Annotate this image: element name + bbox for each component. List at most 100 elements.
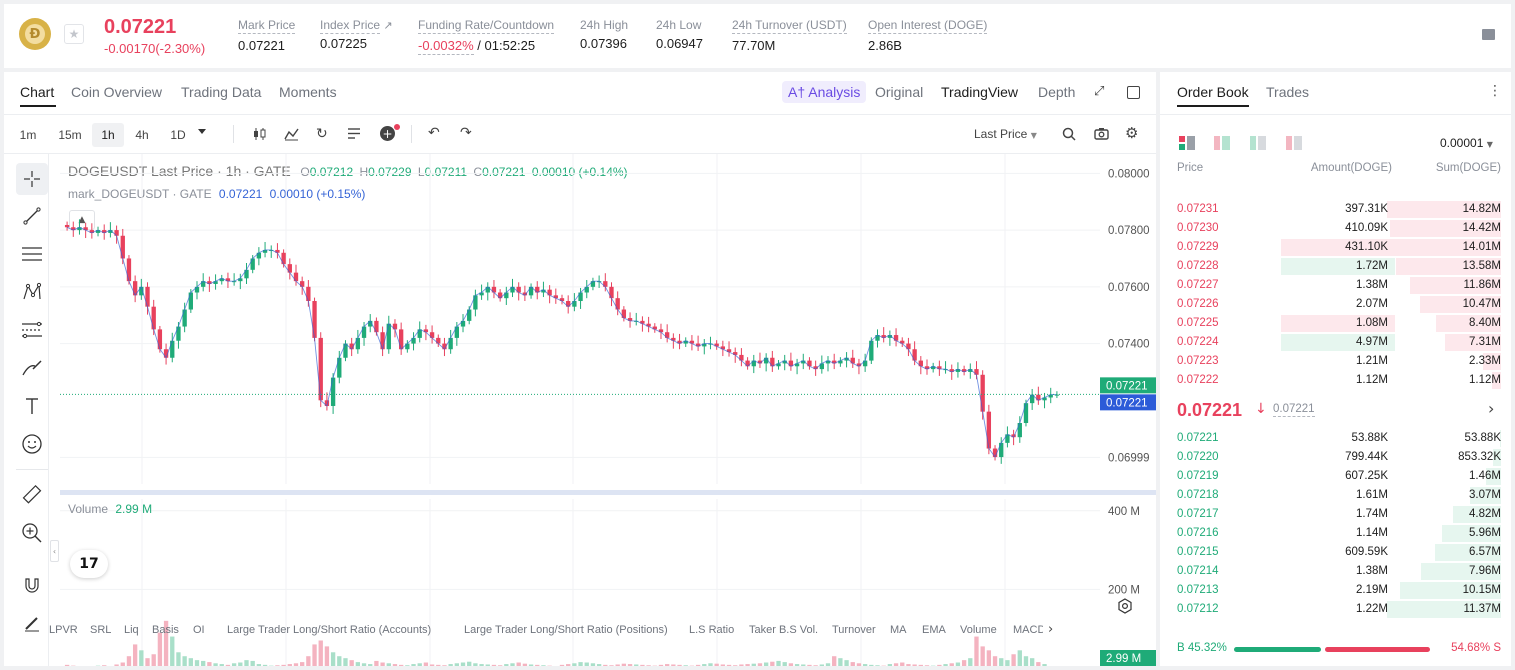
indicator-large-trader-long-short-ratio-positions[interactable]: Large Trader Long/Short Ratio (Positions… (464, 624, 668, 636)
emoji-tool-icon[interactable] (16, 428, 48, 460)
candlestick-chart[interactable]: 0.08000 0.07800 0.07600 0.07400 0.06999 0.072… (60, 154, 1156, 666)
bid-row[interactable]: 0.07212 1.22M 11.37M (1160, 600, 1511, 619)
bid-row[interactable]: 0.07218 1.61M 3.07M (1160, 486, 1511, 505)
indicator-ma[interactable]: MA (890, 624, 907, 636)
ask-row[interactable]: 0.07225 1.08M 8.40M (1160, 314, 1511, 333)
add-indicator-icon[interactable]: + (380, 126, 395, 141)
volume-bar (275, 665, 280, 666)
ask-row[interactable]: 0.07224 4.97M 7.31M (1160, 333, 1511, 352)
zoom-in-icon[interactable] (16, 517, 48, 549)
magnet-tool-icon[interactable] (16, 569, 48, 601)
collapse-legend-icon[interactable]: ▲ (69, 210, 95, 230)
ask-row[interactable]: 0.07223 1.21M 2.33M (1160, 352, 1511, 371)
pencil-tool-icon[interactable] (16, 607, 48, 639)
undo-icon[interactable]: ↶ (428, 125, 440, 141)
bid-row[interactable]: 0.07216 1.14M 5.96M (1160, 524, 1511, 543)
expand-icon[interactable]: ⤢ (1094, 84, 1105, 99)
indicator-l-s-ratio[interactable]: L.S Ratio (689, 624, 735, 636)
ask-row[interactable]: 0.07231 397.31K 14.82M (1160, 200, 1511, 219)
volume-bar (968, 658, 973, 666)
ask-row[interactable]: 0.07222 1.12M 1.12M (1160, 371, 1511, 390)
indicators-icon[interactable] (284, 127, 299, 141)
view-tradingview[interactable]: TradingView (941, 84, 1019, 100)
indicator-srl[interactable]: SRL (90, 624, 112, 636)
camera-icon[interactable] (1094, 127, 1109, 140)
fib-tool-icon[interactable] (16, 314, 48, 346)
chevron-right-icon[interactable]: › (1488, 399, 1495, 418)
bid-row[interactable]: 0.07215 609.59K 6.57M (1160, 543, 1511, 562)
collapse-toolbar-icon[interactable]: ‹ (50, 540, 59, 562)
axis-settings-icon[interactable] (1117, 598, 1133, 614)
bid-row[interactable]: 0.07217 1.74M 4.82M (1160, 505, 1511, 524)
layout-both-alt-icon[interactable] (1214, 136, 1230, 150)
timeframe-15m[interactable]: 15m (58, 128, 82, 142)
search-icon[interactable] (1062, 127, 1076, 141)
stat-index-price[interactable]: Index Price ↗ 0.07225 (320, 18, 393, 51)
tab-trades[interactable]: Trades (1266, 84, 1310, 100)
tab-moments[interactable]: Moments (279, 84, 337, 100)
ask-row[interactable]: 0.07227 1.38M 11.86M (1160, 276, 1511, 295)
timeframe-1d[interactable]: 1D (170, 128, 186, 142)
ask-row[interactable]: 0.07229 431.10K 14.01M (1160, 238, 1511, 257)
candle-type-icon[interactable] (253, 127, 267, 141)
ask-row[interactable]: 0.07230 410.09K 14.42M (1160, 219, 1511, 238)
indicator-volume[interactable]: Volume (960, 624, 997, 636)
external-link-icon[interactable]: ↗ (383, 19, 393, 32)
ruler-tool-icon[interactable] (16, 479, 48, 511)
sum-depth-bar (1500, 430, 1501, 447)
favorite-star-icon[interactable]: ★ (64, 24, 84, 44)
book-icon[interactable] (1482, 29, 1495, 40)
indicator-liq[interactable]: Liq (124, 624, 139, 636)
candle (739, 354, 744, 361)
indicator-lpvr[interactable]: LPVR (49, 624, 78, 636)
pane-separator[interactable] (60, 490, 1156, 495)
horizontal-lines-tool-icon[interactable] (16, 238, 48, 270)
candle (999, 442, 1004, 458)
redo-icon[interactable]: ↷ (460, 125, 472, 141)
timeframe-1m[interactable]: 1m (19, 128, 37, 142)
row-amount: 1.22M (1356, 603, 1388, 615)
orderbook-last-price[interactable]: 0.07221 (1177, 400, 1243, 420)
indicator-oi[interactable]: OI (193, 624, 205, 636)
price-source-select[interactable]: Last Price ▼ (974, 127, 1037, 141)
bid-row[interactable]: 0.07214 1.38M 7.96M (1160, 562, 1511, 581)
replay-icon[interactable]: ↻ (316, 126, 328, 142)
more-menu-icon[interactable]: ⋮ (1488, 83, 1502, 99)
timeframe-1h[interactable]: 1h (92, 123, 124, 147)
indicator-taker-b-s-vol[interactable]: Taker B.S Vol. (749, 624, 819, 636)
bid-row[interactable]: 0.07221 53.88K 53.88K (1160, 429, 1511, 448)
timeframe-4h[interactable]: 4h (135, 128, 149, 142)
window-icon[interactable] (1127, 86, 1140, 99)
indicator-turnover[interactable]: Turnover (832, 624, 876, 636)
tab-trading-data[interactable]: Trading Data (181, 84, 262, 100)
text-tool-icon[interactable] (16, 390, 48, 422)
ai-analysis-button[interactable]: A† Analysis (782, 81, 867, 103)
tab-order-book[interactable]: Order Book (1177, 84, 1249, 100)
indicator-large-trader-long-short-ratio-accounts[interactable]: Large Trader Long/Short Ratio (Accounts) (227, 624, 432, 636)
layout-asks-icon[interactable] (1286, 136, 1302, 150)
volume-bar (510, 663, 515, 666)
brush-tool-icon[interactable] (16, 352, 48, 384)
layout-both-icon[interactable] (1179, 136, 1195, 150)
tab-chart[interactable]: Chart (20, 84, 55, 100)
bid-row[interactable]: 0.07213 2.19M 10.15M (1160, 581, 1511, 600)
bid-row[interactable]: 0.07220 799.44K 853.32K (1160, 448, 1511, 467)
pattern-tool-icon[interactable] (16, 276, 48, 308)
templates-icon[interactable] (347, 127, 361, 140)
bid-row[interactable]: 0.07219 607.25K 1.46M (1160, 467, 1511, 486)
ask-row[interactable]: 0.07226 2.07M 10.47M (1160, 295, 1511, 314)
trend-line-tool-icon[interactable] (16, 200, 48, 232)
indicator-ema[interactable]: EMA (922, 624, 946, 636)
precision-select[interactable]: 0.00001 ▼ (1440, 136, 1493, 150)
crosshair-tool-icon[interactable] (16, 163, 48, 195)
tab-coin-overview[interactable]: Coin Overview (71, 84, 163, 100)
ask-row[interactable]: 0.07228 1.72M 13.58M (1160, 257, 1511, 276)
indicator-macd[interactable]: MACD (1013, 624, 1043, 636)
layout-bids-icon[interactable] (1250, 136, 1266, 150)
settings-gear-icon[interactable]: ⚙ (1125, 124, 1139, 142)
chevron-right-icon[interactable]: › (1048, 622, 1054, 637)
timeframe-dropdown-icon[interactable] (198, 129, 206, 134)
view-original[interactable]: Original (875, 84, 924, 100)
view-depth[interactable]: Depth (1038, 84, 1076, 100)
indicator-basis[interactable]: Basis (152, 624, 179, 636)
